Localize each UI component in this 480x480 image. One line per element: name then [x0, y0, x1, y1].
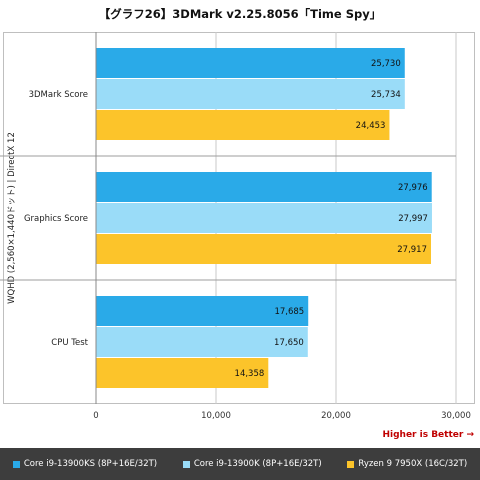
x-tick-label: 10,000 — [201, 411, 231, 421]
category-label: 3DMark Score — [29, 90, 88, 100]
data-label: 14,358 — [235, 369, 265, 379]
legend-label: Ryzen 9 7950X (16C/32T) — [358, 459, 468, 469]
data-label: 17,650 — [274, 338, 304, 348]
bar — [96, 172, 432, 202]
legend-swatch — [347, 460, 355, 468]
legend-swatch — [182, 460, 190, 468]
legend-item-13900ks: Core i9-13900KS (8P+16E/32T) — [12, 459, 158, 469]
data-label: 25,730 — [371, 59, 401, 69]
bar-chart: 0 10,000 20,000 30,000 3DMark Score 25,730 25,… — [0, 32, 471, 421]
x-tick-label: 0 — [93, 411, 98, 421]
bar — [96, 110, 390, 140]
bar — [96, 296, 309, 326]
data-label: 27,976 — [398, 183, 428, 193]
data-label: 17,685 — [274, 307, 304, 317]
data-label: 27,997 — [398, 214, 428, 224]
bar — [96, 48, 405, 78]
bar — [96, 327, 308, 357]
bar — [96, 203, 432, 233]
category-label: CPU Test — [51, 338, 88, 348]
bar — [96, 358, 269, 388]
higher-is-better-note: Higher is Better → — [382, 430, 474, 440]
legend-swatch — [12, 460, 20, 468]
legend-item-13900k: Core i9-13900K (8P+16E/32T) — [182, 459, 322, 469]
legend-label: Core i9-13900KS (8P+16E/32T) — [23, 459, 158, 469]
category-label: Graphics Score — [24, 214, 88, 224]
data-label: 27,917 — [397, 245, 427, 255]
legend: Core i9-13900KS (8P+16E/32T) Core i9-139… — [0, 448, 480, 480]
legend-item-7950x: Ryzen 9 7950X (16C/32T) — [347, 459, 467, 469]
bar — [96, 234, 432, 264]
x-tick-label: 20,000 — [321, 411, 351, 421]
bar — [96, 79, 405, 109]
data-label: 25,734 — [371, 90, 401, 100]
legend-label: Core i9-13900K (8P+16E/32T) — [193, 459, 322, 469]
chart-frame — [3, 32, 475, 404]
chart-title: 【グラフ26】3DMark v2.25.8056「Time Spy」 — [98, 7, 382, 21]
x-tick-label: 30,000 — [441, 411, 471, 421]
data-label: 24,453 — [356, 121, 386, 131]
